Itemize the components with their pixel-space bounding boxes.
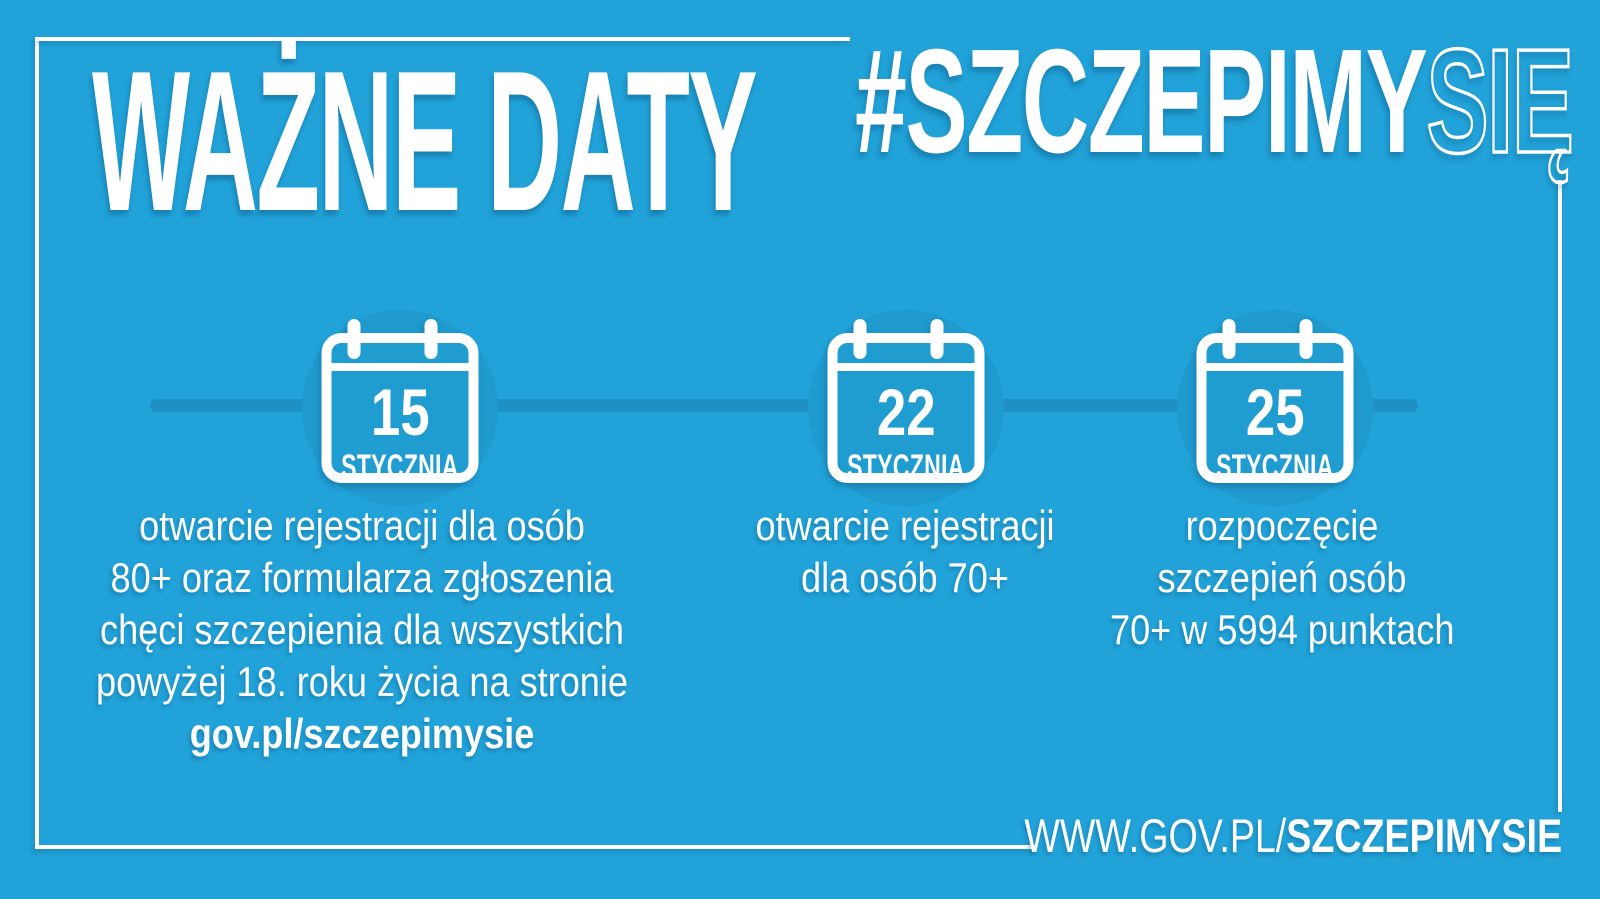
timeline-event-1: 15 STYCZNIA — [302, 310, 498, 506]
description-line: otwarcie rejestracji — [755, 502, 1055, 549]
event-description-1: otwarcie rejestracji dla osób 80+ oraz f… — [78, 500, 646, 760]
frame-border-left — [35, 37, 39, 849]
calendar-header-line — [837, 363, 975, 371]
timeline-event-3: 25 STYCZNIA — [1177, 310, 1373, 506]
hashtag: #SZCZEPIMYSIĘ — [855, 26, 1575, 178]
footer-url-prefix: WWW.GOV.PL/ — [1024, 809, 1287, 862]
frame-border-top — [35, 37, 850, 41]
calendar-ring-icon — [1299, 319, 1313, 359]
calendar-month: STYCZNIA — [341, 448, 459, 486]
calendar-day: 15 — [370, 375, 430, 449]
calendar-ring-icon — [1222, 319, 1236, 359]
frame-border-bottom — [35, 845, 1035, 849]
calendar-ring-icon — [853, 319, 867, 359]
event-description-2: otwarcie rejestracji dla osób 70+ — [733, 500, 1077, 604]
calendar-icon: 22 STYCZNIA — [827, 319, 985, 486]
calendar-icon: 15 STYCZNIA — [321, 319, 479, 486]
description-line: powyżej 18. roku życia na stronie — [95, 658, 629, 705]
page-title: WAŻNE DATY — [92, 30, 758, 253]
description-line: szczepień osób — [1157, 554, 1407, 601]
footer-url-bold: SZCZEPIMYSIE — [1286, 809, 1562, 862]
description-url-bold: gov.pl/szczepimysie — [189, 710, 535, 757]
calendar-ring-icon — [424, 319, 438, 359]
description-line: otwarcie rejestracji dla osób — [139, 502, 585, 549]
footer-url: WWW.GOV.PL/SZCZEPIMYSIE — [1024, 810, 1562, 862]
timeline-event-2: 22 STYCZNIA — [808, 310, 1004, 506]
calendar-icon: 25 STYCZNIA — [1196, 319, 1354, 486]
description-line: 80+ oraz formularza zgłoszenia — [110, 554, 614, 601]
description-line: rozpoczęcie — [1185, 502, 1379, 549]
calendar-ring-icon — [930, 319, 944, 359]
calendar-header-line — [331, 363, 469, 371]
calendar-ring-icon — [347, 319, 361, 359]
calendar-day: 22 — [876, 375, 936, 449]
calendar-day: 25 — [1245, 375, 1305, 449]
hashtag-solid-text: #SZCZEPIMY — [855, 19, 1428, 184]
calendar-header-line — [1206, 363, 1344, 371]
hashtag-outline-text: SIĘ — [1425, 19, 1575, 184]
description-line: 70+ w 5994 punktach — [1110, 606, 1455, 653]
description-line: chęci szczepienia dla wszystkich — [100, 606, 624, 653]
event-description-3: rozpoczęcie szczepień osób 70+ w 5994 pu… — [1110, 500, 1454, 656]
description-line: dla osób 70+ — [801, 554, 1009, 601]
calendar-month: STYCZNIA — [1216, 448, 1334, 486]
calendar-month: STYCZNIA — [847, 448, 965, 486]
frame-border-right — [1558, 180, 1562, 812]
